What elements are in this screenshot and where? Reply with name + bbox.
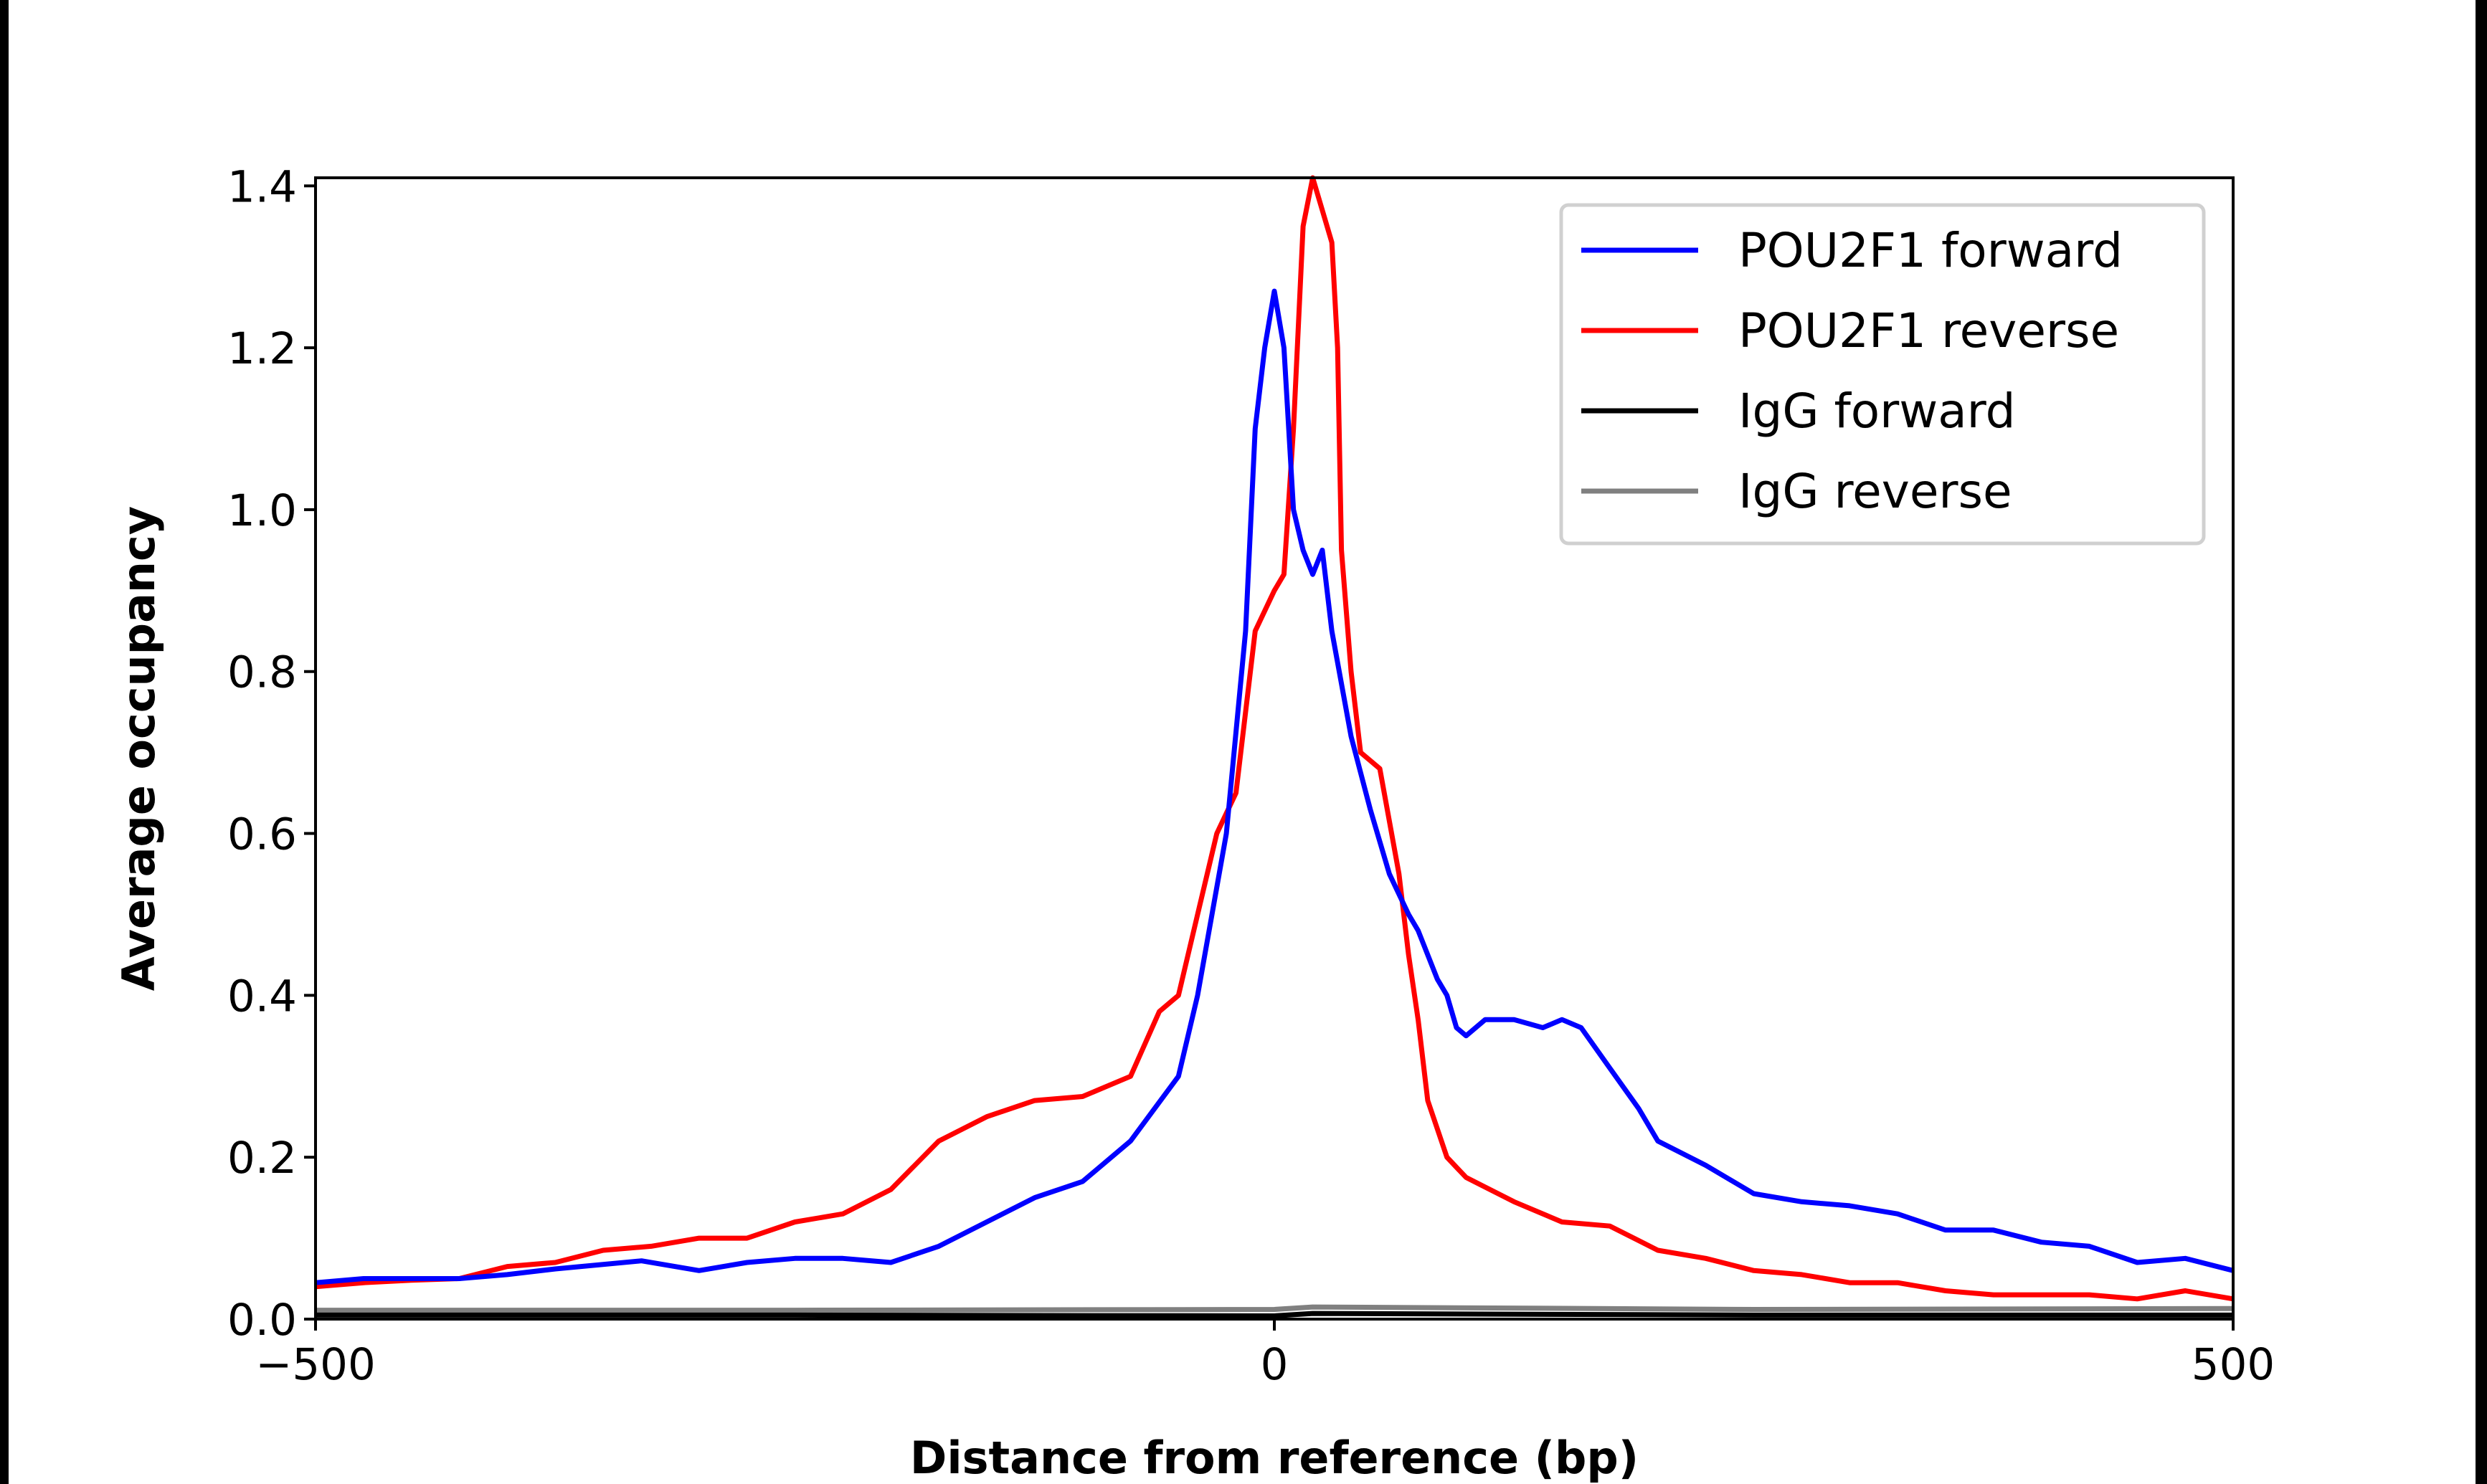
ticks-layer: −500 0 500 0.0 0.2 0.4 0.6 0.8 1.0 1.2 1.4 [227,161,2275,1390]
legend-label: IgG forward [1738,384,2016,439]
y-axis-label: Average occupancy [113,506,165,991]
y-tick-label: 0.0 [227,1295,297,1346]
y-tick-label: 0.8 [227,647,297,698]
y-tick-label: 0.4 [227,971,297,1022]
right-border [2476,0,2487,1484]
y-tick-label: 0.2 [227,1133,297,1184]
x-axis-label: Distance from reference (bp) [910,1432,1639,1484]
y-tick-label: 1.2 [227,323,297,374]
series-layer [315,175,2234,1318]
legend-label: POU2F1 reverse [1738,303,2119,358]
series-line-igg-forward [316,1311,2233,1318]
y-tick-label: 1.0 [227,485,297,536]
legend-label: IgG reverse [1738,464,2012,519]
y-tick-label: 0.6 [227,809,297,860]
legend-label: POU2F1 forward [1738,223,2123,278]
y-tick-label: 1.4 [227,161,297,212]
x-tick-label: 500 [2192,1339,2275,1390]
x-tick-label: 0 [1261,1339,1289,1390]
series-line-igg-reverse [316,1304,2234,1313]
series-line-pou2f1-reverse [315,175,2234,1302]
legend: POU2F1 forward POU2F1 reverse IgG forward I… [1559,203,2206,546]
legend-box [1559,203,2206,546]
x-tick-label: −500 [255,1339,376,1390]
left-border [0,0,9,1484]
series-line-pou2f1-forward [315,288,2234,1285]
